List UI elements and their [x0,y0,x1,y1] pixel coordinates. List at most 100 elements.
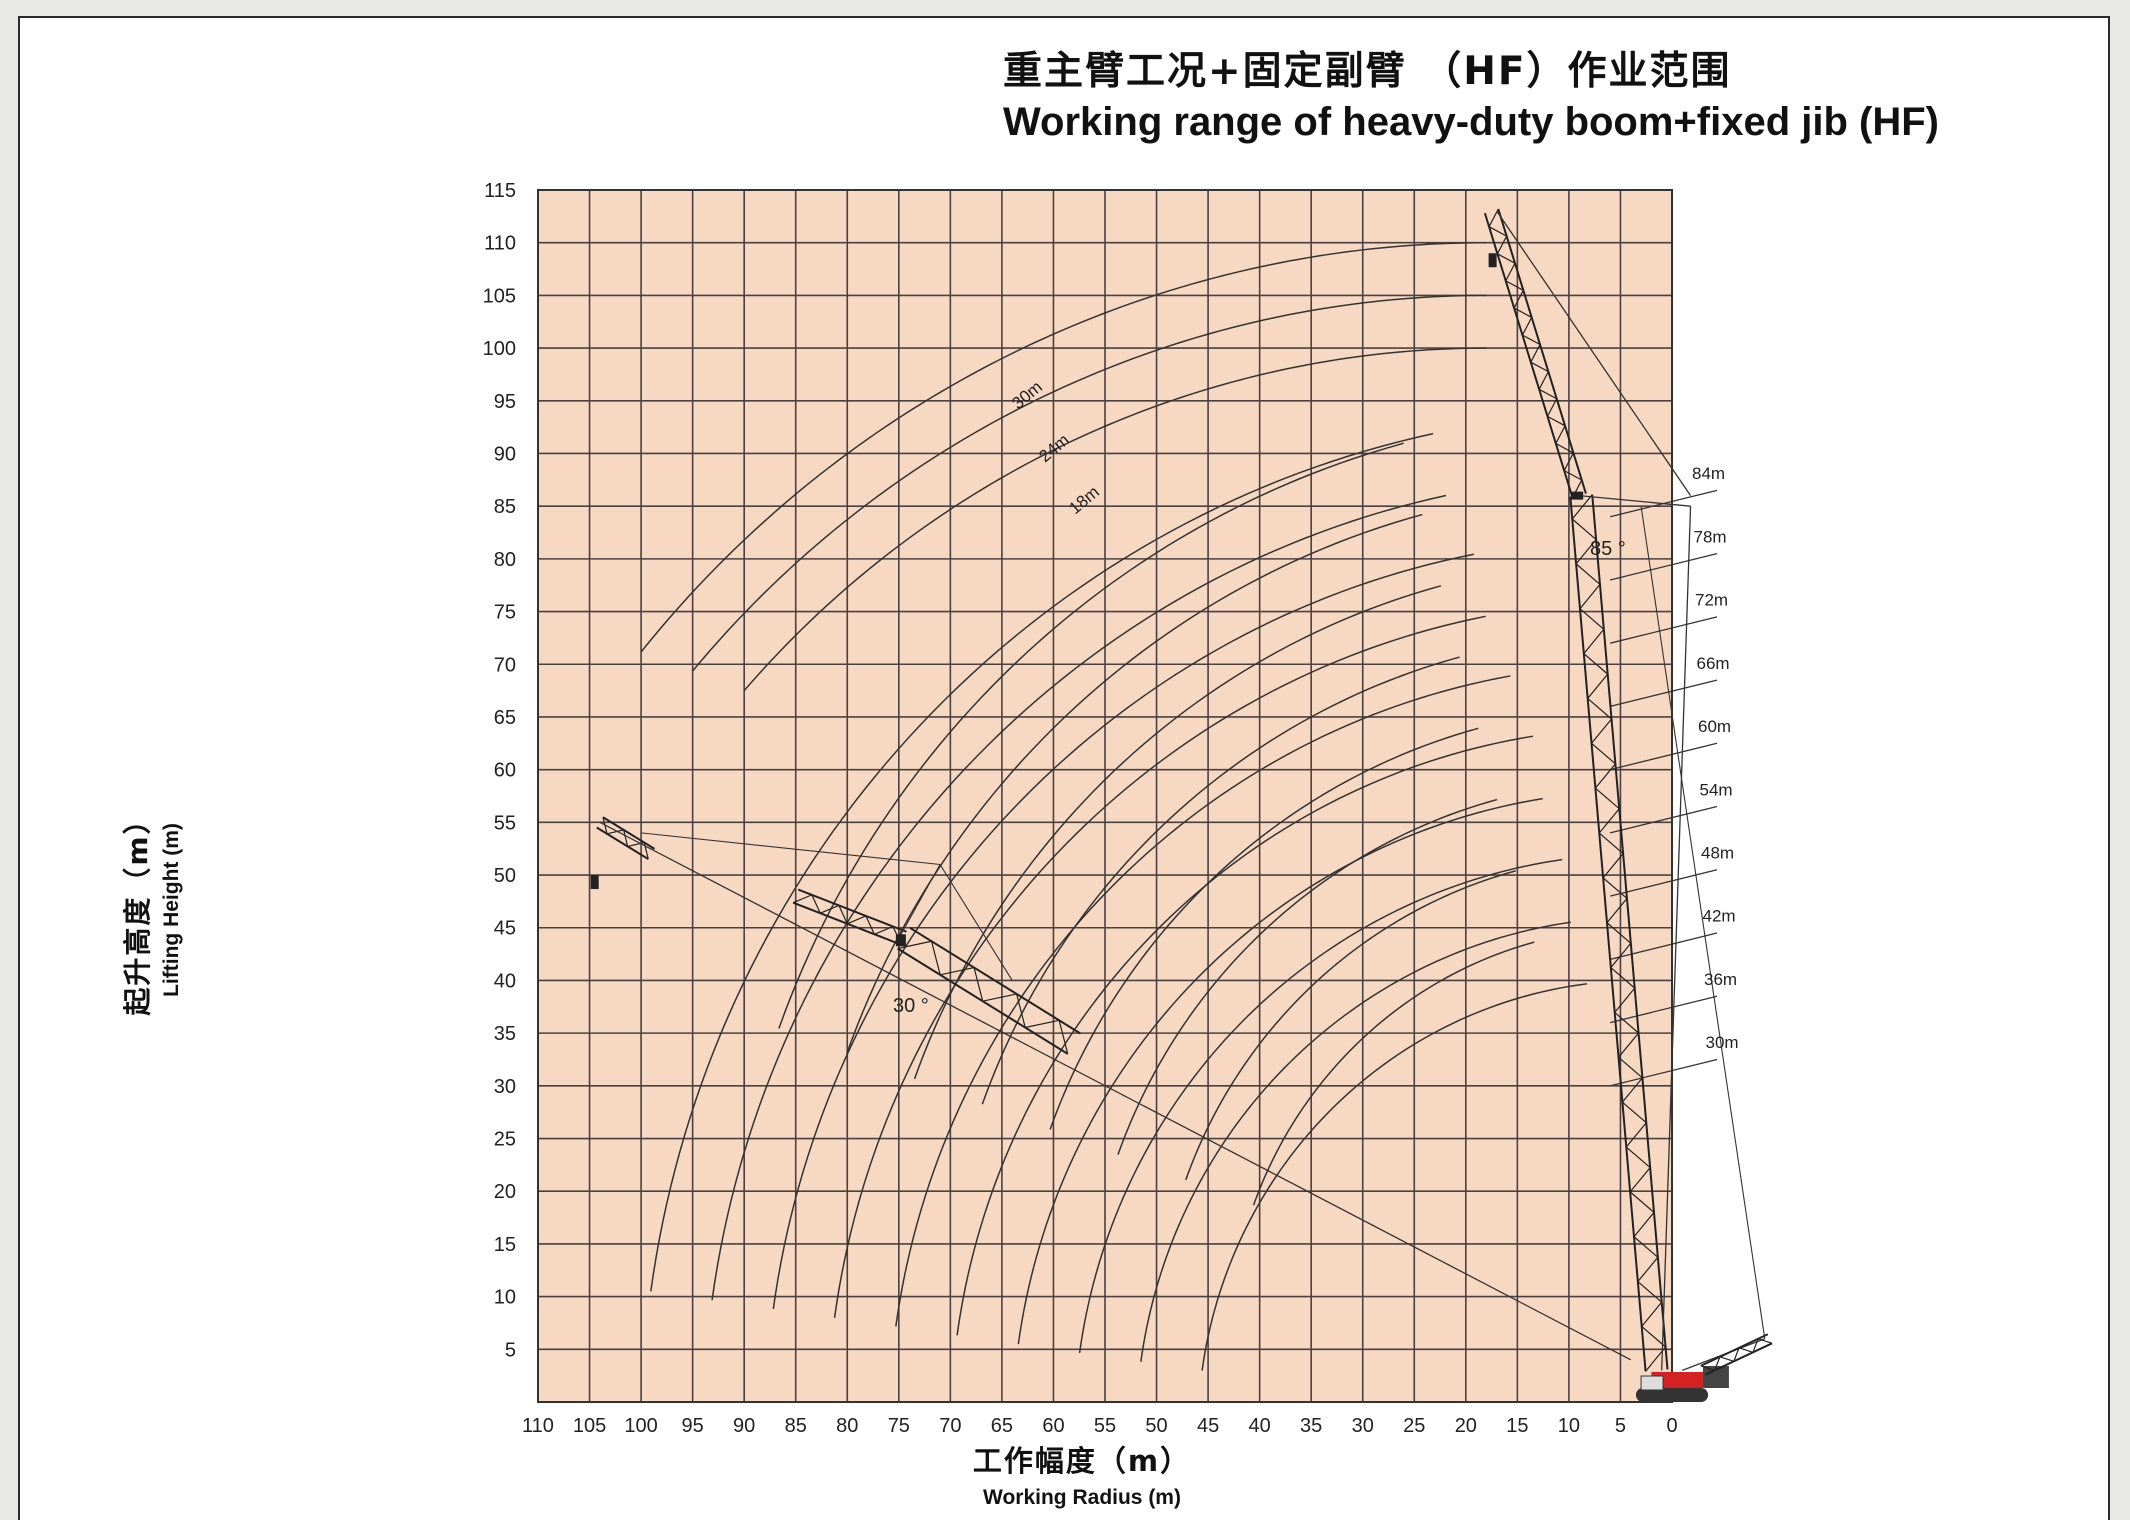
boom-arc-84m [650,432,1434,1292]
boom-arc-30m [1201,983,1588,1371]
boom-lacing [606,829,624,835]
crane-body [1651,1372,1703,1388]
boom-lacing [1547,415,1566,427]
crawler-track [1635,1388,1709,1402]
boom-length-label-48m: 48m [1701,844,1734,863]
boom-lacing [1738,1347,1754,1353]
jib-arc-30m [640,241,1487,653]
y-tick-label: 15 [494,1234,516,1256]
boom-lacing [623,829,629,847]
y-tick-label: 100 [483,338,516,360]
boom-lacing [1513,290,1524,309]
plot-border [537,189,1673,1403]
inner-arc [1117,798,1498,1155]
boom-lacing [1579,584,1601,610]
y-tick-label: 20 [494,1181,516,1203]
boom-lacing [1633,1212,1655,1238]
boom-lacing [1641,1301,1663,1327]
boom-lacing [1563,452,1574,471]
boom-lacing [1621,1077,1643,1103]
x-tick-label: 100 [624,1415,657,1437]
x-tick-label: 80 [836,1415,858,1437]
hook-block [590,875,599,890]
boom-lacing [930,941,941,975]
boom-lacing [1587,673,1609,699]
boom-lacing [1622,1101,1647,1124]
mast [1700,1333,1773,1376]
boom-lacing [940,967,975,976]
x-tick-label: 75 [888,1415,910,1437]
boom-lacing [973,967,984,1002]
inner-arc [846,513,1423,1054]
boom-lacing [1497,253,1516,264]
leader-48m [1609,869,1718,897]
boom-lacing [1614,1011,1639,1034]
boom-lacing [627,841,645,848]
y-tick-label: 90 [494,443,516,465]
x-tick-label: 15 [1506,1415,1528,1437]
boom-lacing [1575,539,1597,565]
x-tick-label: 60 [1042,1415,1064,1437]
boom-arc-72m [772,553,1475,1310]
y-tick-label: 30 [494,1076,516,1098]
operator-cab [1640,1375,1664,1391]
boom-lacing [1602,877,1628,899]
boom-length-label-60m: 60m [1698,717,1731,736]
boom-lacing [1618,1056,1643,1079]
y-tick-label: 5 [505,1339,516,1361]
boom-lacing [1555,425,1566,444]
boom-arc-42m [1078,858,1563,1354]
title-english: Working range of heavy-duty boom+fixed j… [1003,100,1939,144]
grid [537,189,1673,1403]
boom-chord [1704,1342,1773,1376]
boom-lacing [1733,1347,1740,1362]
x-tick-label: 90 [733,1415,755,1437]
y-tick-label: 70 [494,654,516,676]
boom-length-label-30m: 30m [1706,1033,1739,1052]
pendant-line [898,864,941,939]
boom-lacing [820,904,840,914]
x-tick-label: 65 [991,1415,1013,1437]
y-tick-label: 110 [484,233,516,255]
x-tick-label: 25 [1403,1415,1425,1437]
inner-arc [1252,941,1535,1206]
y-tick-label: 40 [494,970,516,992]
y-tick-label: 75 [494,602,516,624]
hook-block [895,934,906,947]
boom-lacing [1521,317,1533,336]
x-tick-label: 20 [1455,1415,1477,1437]
boom-arc-78m [711,494,1447,1301]
y-tick-label: 85 [494,496,516,518]
boom-arc-48m [1017,797,1543,1345]
boom-lacing [1496,235,1508,255]
boom-lacing [1629,1167,1651,1193]
jib-arc-18m [743,347,1487,692]
boom-lacing [1629,1191,1655,1213]
boom-lacing [1700,1365,1715,1371]
crane-silhouettes [590,208,1773,1402]
y-tick-label: 60 [494,760,516,782]
boom-lacing [1591,718,1612,744]
leader-72m [1609,616,1718,644]
y-tick-labels: 1151101051009590858075706560555045403530… [483,180,516,1361]
inner-arc [981,656,1460,1105]
boom-lacing [1488,226,1507,237]
leader-30m [1609,1058,1718,1087]
boom-angle-label: 85 ° [1590,538,1626,560]
x-tick-label: 30 [1352,1415,1374,1437]
x-tick-labels: 110 105 100 95 90 85 80 75 70 65 60 55 50 45 40 35 30 25 2… [522,1415,1678,1437]
boom-lacing [982,993,1017,1002]
x-tick-label: 50 [1145,1415,1167,1437]
boom-lacing [1058,1020,1069,1055]
boom-length-label-54m: 54m [1700,780,1733,799]
leader-66m [1609,679,1718,708]
boom-lacing [1563,470,1583,481]
main-boom [1569,494,1669,1372]
boom-chord [1591,494,1669,1370]
jib-angle-label: 30 ° [893,995,929,1017]
y-tick-label: 65 [494,707,516,729]
pendant-line [599,821,1632,1361]
leader-54m [1609,805,1718,834]
pendant-line [939,864,1013,981]
boom-lacing [1530,361,1549,373]
